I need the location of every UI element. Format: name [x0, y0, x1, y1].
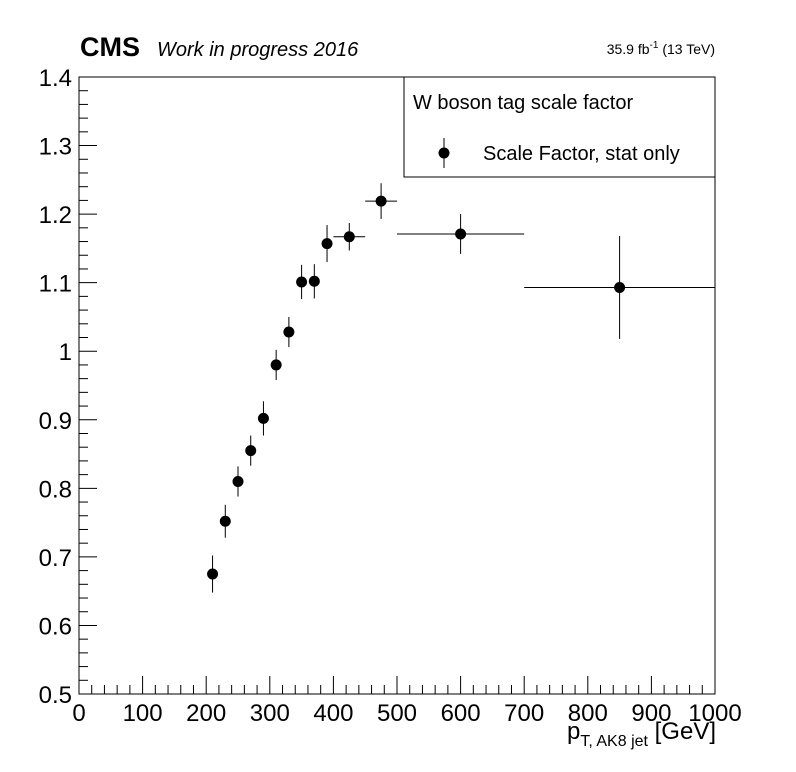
x-tick-label: 100: [123, 700, 163, 727]
experiment-label: CMS: [80, 32, 140, 62]
legend-marker: [438, 147, 450, 159]
legend-title: W boson tag scale factor: [413, 92, 633, 114]
data-marker: [257, 412, 269, 424]
data-marker: [270, 359, 282, 371]
data-point: [232, 466, 244, 497]
data-marker: [375, 195, 387, 207]
data-marker: [245, 445, 257, 457]
y-tick-label: 0.9: [39, 408, 72, 435]
y-tick-label: 1.1: [39, 271, 72, 298]
data-marker: [455, 228, 467, 240]
data-point: [524, 236, 715, 339]
data-marker: [614, 281, 626, 293]
data-point: [308, 264, 320, 299]
x-tick-label: 400: [313, 700, 353, 727]
y-tick-label: 0.6: [39, 613, 72, 640]
data-marker: [296, 276, 308, 288]
data-marker: [219, 515, 231, 527]
axis-ticks: [78, 76, 716, 695]
status-label: Work in progress 2016: [157, 39, 359, 61]
x-tick-label: 500: [377, 700, 417, 727]
x-tick-label: 800: [568, 700, 608, 727]
data-point: [219, 504, 231, 538]
data-point: [270, 349, 282, 381]
data-marker: [308, 275, 320, 287]
x-axis-label: pT, AK8 jet [GeV]: [567, 718, 716, 750]
data-marker: [232, 475, 244, 487]
data-marker: [207, 568, 219, 580]
data-point: [365, 183, 397, 219]
data-point: [296, 264, 308, 300]
data-marker: [343, 231, 355, 243]
y-tick-label: 0.8: [39, 476, 72, 503]
x-tick-label: 600: [441, 700, 481, 727]
legend: W boson tag scale factor Scale Factor, s…: [403, 76, 716, 178]
y-tick-label: 1.2: [39, 202, 72, 229]
y-tick-label: 1.4: [39, 65, 72, 92]
legend-box: [403, 76, 716, 178]
data-point: [283, 316, 295, 348]
legend-entry: Scale Factor, stat only: [483, 143, 680, 165]
x-tick-label: 900: [631, 700, 671, 727]
data-point: [257, 401, 269, 436]
y-tick-label: 1.3: [39, 134, 72, 161]
x-tick-label: 300: [250, 700, 290, 727]
x-tick-label: 0: [72, 700, 85, 727]
data-point: [333, 223, 366, 251]
y-tick-labels: 0.5 0.6 0.7 0.8 0.9 1 1.1 1.2 1.3 1.4: [39, 65, 72, 709]
y-tick-label: 1: [59, 339, 72, 366]
luminosity-label: 35.9 fb-1 (13 TeV): [607, 40, 715, 57]
x-tick-label: 1000: [688, 700, 741, 727]
data-point: [321, 225, 333, 263]
data-point: [207, 555, 219, 593]
data-marker: [283, 326, 295, 338]
y-tick-label: 0.7: [39, 545, 72, 572]
x-tick-label: 200: [186, 700, 226, 727]
data-marker: [321, 238, 333, 250]
data-points: [207, 183, 715, 593]
data-point: [397, 214, 525, 254]
x-tick-labels: 0 100 200 300 400 500 600 700 800 900 1000: [72, 700, 741, 727]
data-point: [245, 435, 257, 466]
x-tick-label: 700: [504, 700, 544, 727]
y-tick-label: 0.5: [39, 682, 72, 709]
